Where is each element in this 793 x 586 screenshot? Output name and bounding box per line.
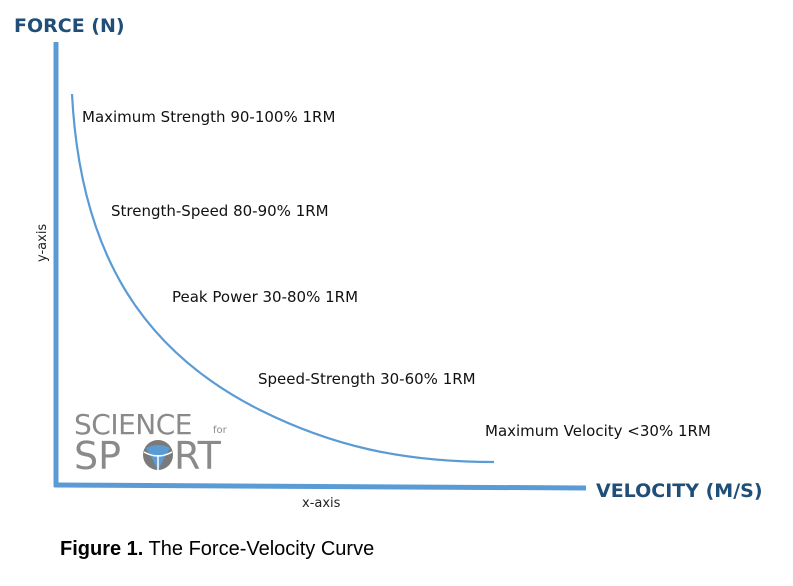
x-axis-sub-label: x-axis: [302, 496, 341, 511]
zone-label-peak-power: Peak Power 30-80% 1RM: [172, 288, 358, 306]
caption-label: Figure 1.: [60, 538, 144, 560]
x-axis-title: VELOCITY (M/S): [596, 480, 763, 502]
zone-label-maximum-strength: Maximum Strength 90-100% 1RM: [82, 108, 335, 126]
caption-text: The Force-Velocity Curve: [143, 538, 375, 560]
zone-label-speed-strength: Speed-Strength 30-60% 1RM: [258, 370, 476, 388]
zone-label-strength-speed: Strength-Speed 80-90% 1RM: [111, 202, 329, 220]
figure-caption: Figure 1. The Force-Velocity Curve: [60, 538, 374, 561]
logo-line1: SCIENCE: [74, 408, 192, 441]
science-for-sport-logo: SCIENCE for SP RT: [74, 408, 228, 478]
y-axis-title: FORCE (N): [14, 15, 125, 37]
y-axis-sub-label: y-axis: [35, 224, 50, 262]
logo-ball-icon: [143, 440, 173, 470]
zone-label-maximum-velocity: Maximum Velocity <30% 1RM: [485, 422, 711, 440]
logo-line2-b: RT: [174, 434, 222, 478]
force-velocity-curve: [70, 93, 495, 464]
logo-line2-a: SP: [74, 434, 121, 478]
x-axis-line: [53, 482, 587, 491]
logo-small-for: for: [213, 425, 228, 436]
